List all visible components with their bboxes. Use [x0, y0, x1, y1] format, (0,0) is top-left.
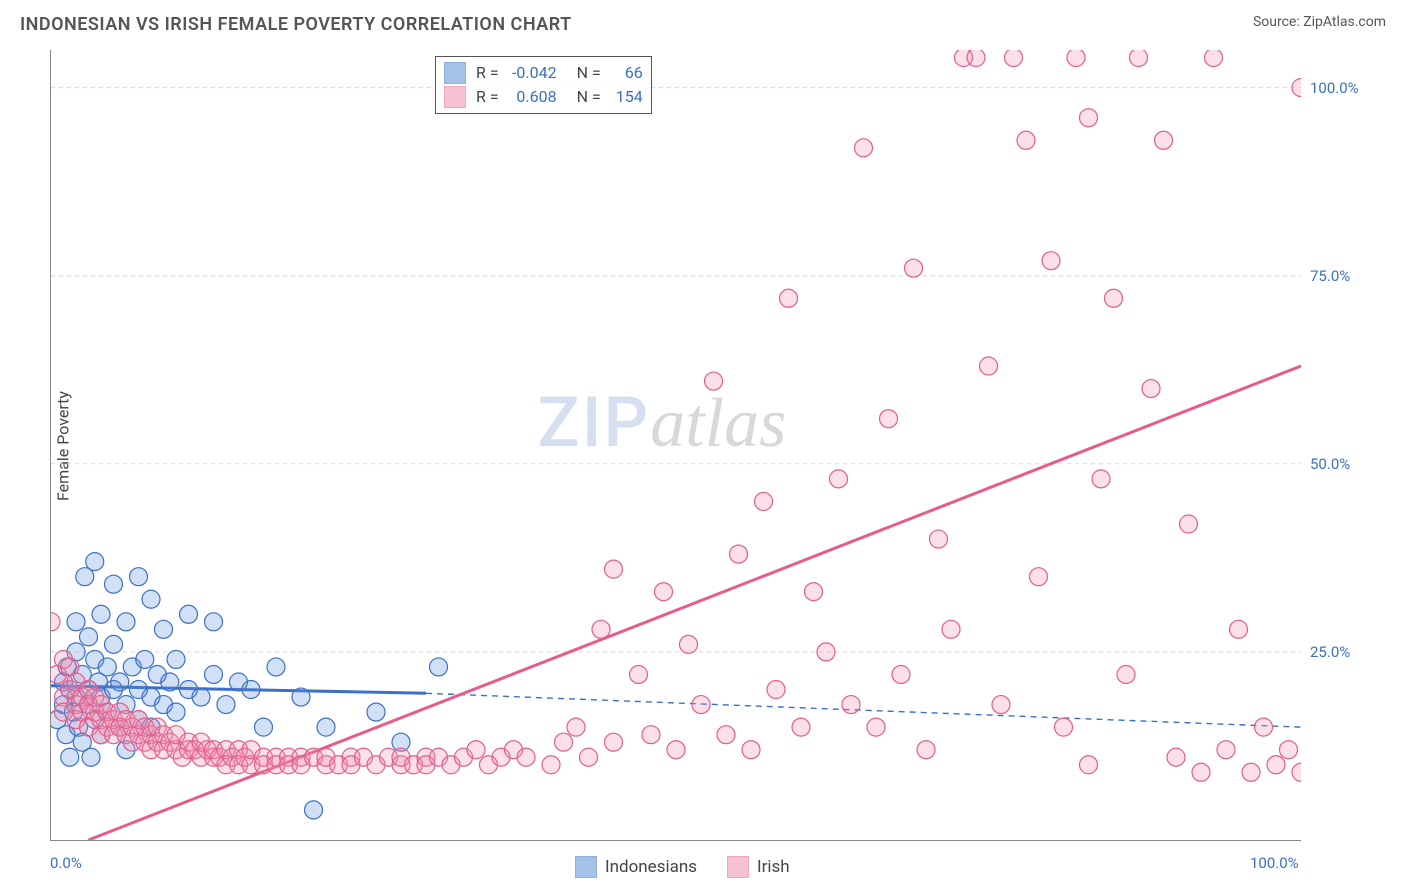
y-tick-label: 25.0%: [1310, 643, 1350, 661]
scatter-plot: [50, 50, 1301, 841]
legend-swatch-icon: [727, 856, 749, 878]
legend-item: Irish: [727, 856, 790, 878]
y-tick-label: 50.0%: [1310, 455, 1350, 473]
x-tick-label: 100.0%: [1250, 854, 1299, 872]
stats-row: R =0.608 N =154: [444, 85, 643, 109]
x-tick-label: 0.0%: [50, 854, 82, 872]
legend-label: Irish: [757, 857, 790, 877]
source-label: Source: ZipAtlas.com: [1253, 14, 1386, 30]
legend-swatch-icon: [444, 86, 466, 108]
stats-legend-box: R =-0.042 N =66R =0.608 N =154: [435, 56, 652, 114]
series-legend: Indonesians Irish: [575, 856, 790, 878]
y-tick-label: 75.0%: [1310, 267, 1350, 285]
chart-title: INDONESIAN VS IRISH FEMALE POVERTY CORRE…: [20, 14, 572, 35]
legend-swatch-icon: [575, 856, 597, 878]
legend-swatch-icon: [444, 62, 466, 84]
legend-item: Indonesians: [575, 856, 697, 878]
stats-row: R =-0.042 N =66: [444, 61, 643, 85]
legend-label: Indonesians: [605, 857, 697, 877]
y-tick-label: 100.0%: [1310, 79, 1359, 97]
